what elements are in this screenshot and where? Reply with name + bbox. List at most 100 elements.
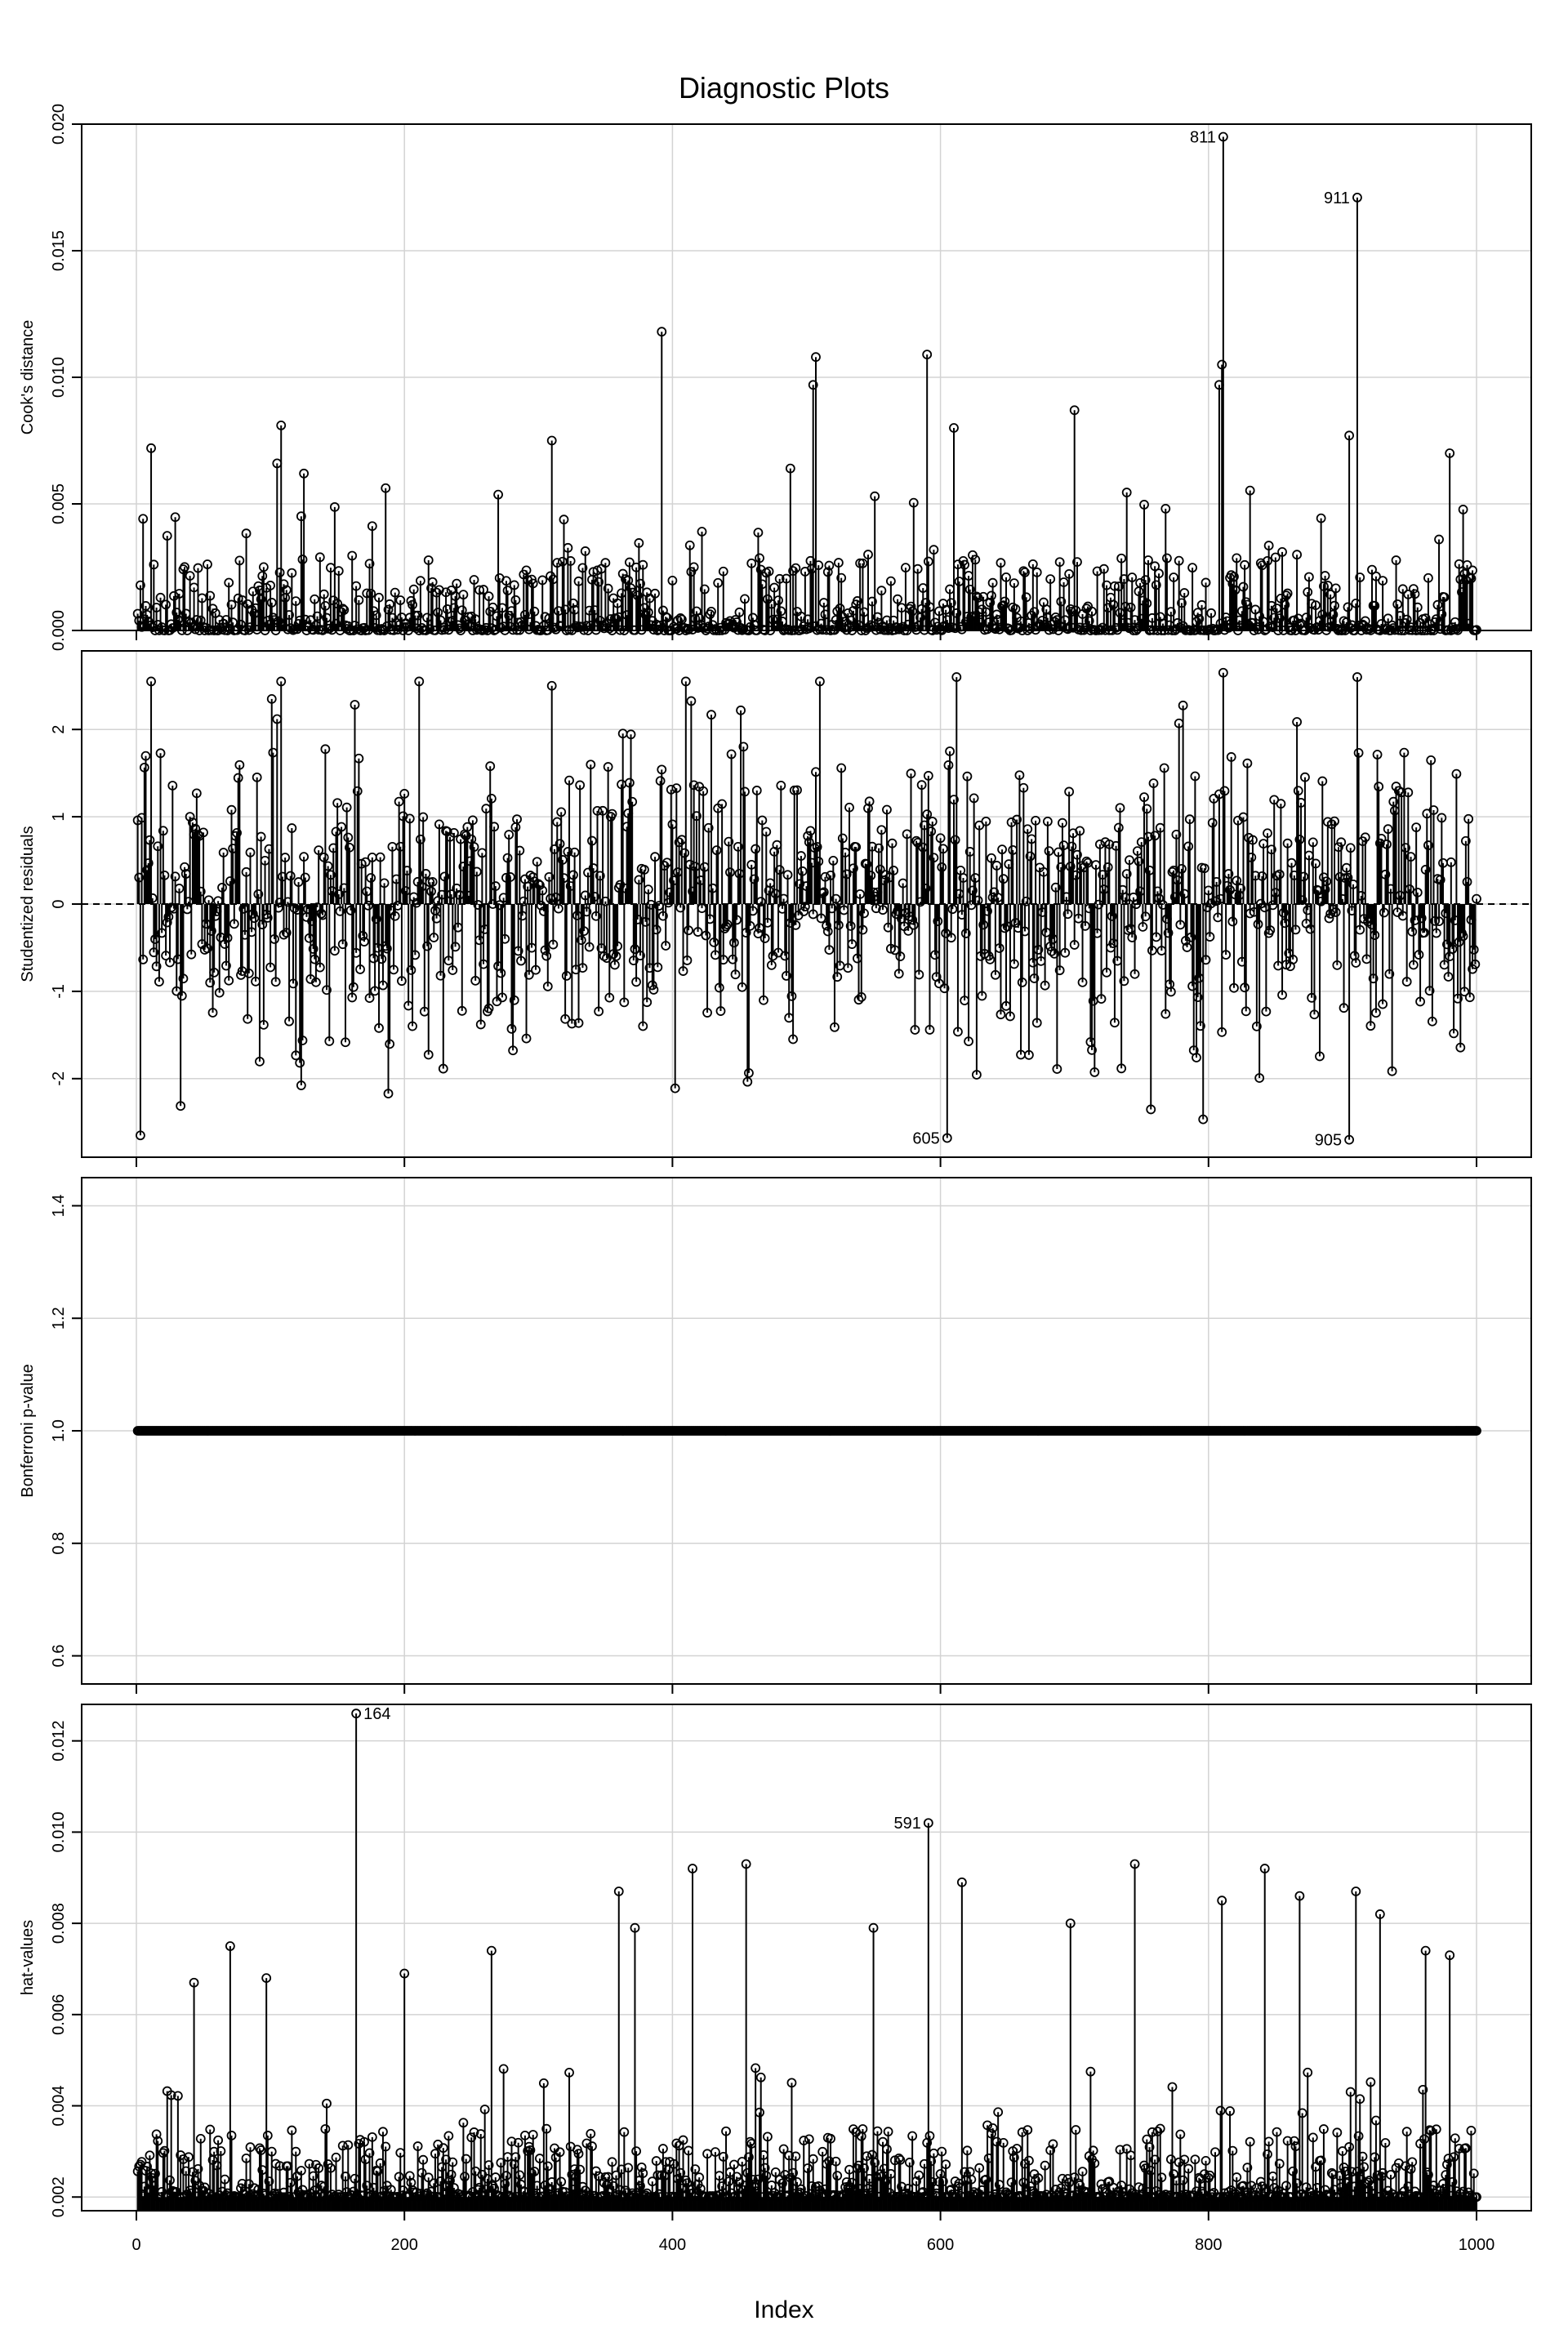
data-point <box>364 993 375 1004</box>
data-point <box>867 596 877 607</box>
data-point <box>822 567 833 577</box>
data-point <box>381 943 392 954</box>
data-point <box>747 612 758 623</box>
data-point <box>358 930 368 941</box>
data-point <box>186 949 197 960</box>
data-point <box>448 965 458 975</box>
data-point <box>253 889 264 899</box>
data-point <box>180 862 189 872</box>
data-point <box>740 594 750 604</box>
data-point <box>280 853 291 862</box>
data-point <box>1434 534 1444 545</box>
data-point <box>1355 572 1365 582</box>
data-point <box>176 991 187 1001</box>
y-tick-label: 0.020 <box>50 104 68 145</box>
data-point <box>243 968 254 978</box>
data-point <box>1301 612 1312 623</box>
panel-2: 605 905 -2 -1 0 1 2 Studentized residuals <box>19 650 1532 1167</box>
data-point <box>1343 602 1353 612</box>
data-point <box>462 822 473 832</box>
data-point <box>537 885 548 896</box>
data-point <box>245 847 256 858</box>
data-point <box>381 483 391 493</box>
data-point <box>300 872 310 883</box>
data-point <box>509 995 519 1005</box>
data-point <box>362 588 372 599</box>
data-point <box>907 606 918 617</box>
data-point <box>1072 557 1082 568</box>
data-point <box>594 577 604 587</box>
data-point <box>234 760 245 770</box>
data-point <box>946 598 956 608</box>
data-point <box>221 960 231 971</box>
data-point <box>439 625 450 635</box>
data-point <box>329 501 340 512</box>
data-point <box>435 970 446 981</box>
data-point <box>297 555 308 564</box>
data-point <box>335 906 345 916</box>
data-point <box>1408 584 1419 594</box>
data-point <box>331 826 341 837</box>
data-point <box>385 1039 395 1049</box>
data-point <box>684 625 693 635</box>
data-point <box>523 881 533 892</box>
data-point <box>297 1036 308 1045</box>
data-point <box>964 584 975 595</box>
data-point <box>1462 559 1472 570</box>
data-point <box>483 591 494 602</box>
data-point <box>140 751 151 761</box>
data-point <box>698 623 709 633</box>
data-point <box>537 575 548 586</box>
data-point <box>314 845 324 856</box>
data-point <box>565 556 576 566</box>
data-point <box>274 902 283 913</box>
data-point <box>366 873 376 883</box>
data-point <box>528 578 538 589</box>
data-point <box>1127 572 1138 582</box>
data-point <box>354 753 364 764</box>
data-point <box>343 832 354 843</box>
data-point <box>352 786 363 796</box>
data-point <box>222 933 233 943</box>
data-point <box>774 573 785 584</box>
data-point <box>1102 603 1113 613</box>
data-point <box>1281 590 1291 601</box>
data-point <box>1458 505 1468 514</box>
data-point <box>203 943 212 954</box>
data-point <box>505 872 515 882</box>
data-point <box>276 421 287 430</box>
data-point <box>1206 608 1216 618</box>
data-point <box>661 612 671 622</box>
data-point <box>410 610 421 621</box>
data-point <box>1378 576 1388 586</box>
data-point <box>305 974 316 984</box>
data-point <box>500 933 510 944</box>
data-point <box>836 572 847 583</box>
point-label: 811 <box>1190 129 1216 147</box>
data-point <box>308 944 318 954</box>
data-point <box>504 610 514 621</box>
data-point <box>347 550 358 561</box>
data-point <box>278 929 289 940</box>
data-point <box>214 987 225 998</box>
data-point <box>170 512 180 523</box>
data-point <box>706 606 716 617</box>
data-point <box>165 957 175 968</box>
data-point <box>1143 555 1153 565</box>
data-point <box>1058 577 1069 587</box>
data-point <box>408 1021 417 1031</box>
data-point <box>694 613 705 623</box>
data-point <box>147 893 158 903</box>
data-point <box>1344 430 1355 441</box>
data-point <box>367 521 377 532</box>
data-point <box>1194 613 1205 624</box>
data-point <box>808 380 818 390</box>
data-point <box>408 599 417 610</box>
y-axis-label: Studentized residuals <box>19 826 37 982</box>
data-point <box>241 528 252 539</box>
data-point <box>191 615 202 625</box>
data-point <box>348 982 359 992</box>
data-point <box>1018 566 1029 577</box>
data-point <box>206 926 216 936</box>
